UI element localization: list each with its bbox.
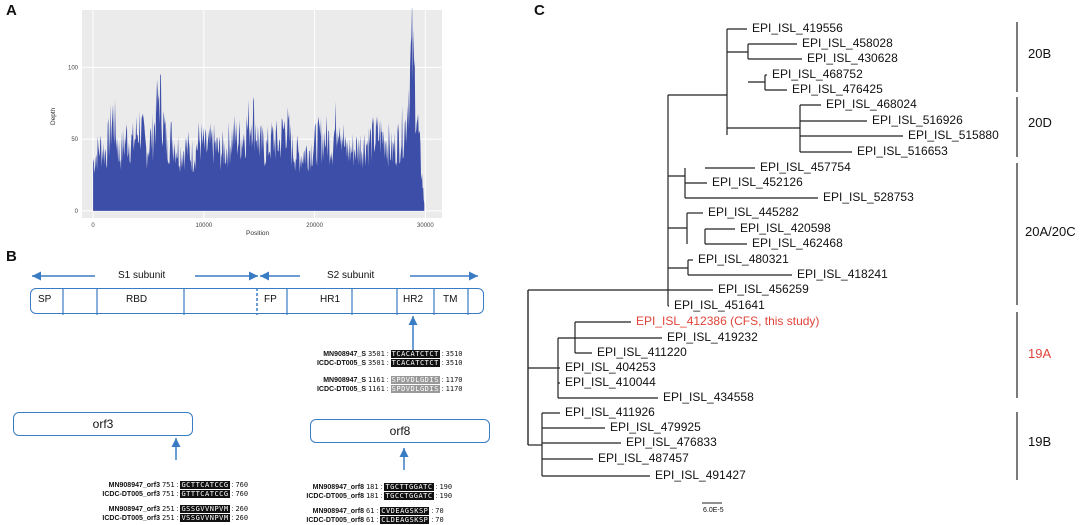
tree-leaf-label: EPI_ISL_434558 bbox=[663, 390, 754, 404]
tree-leaf-label: EPI_ISL_458028 bbox=[802, 36, 893, 50]
depth-chart: 0 50 100 0 10000 20000 30000 bbox=[68, 8, 442, 229]
segment-hr1: HR1 bbox=[320, 294, 341, 305]
tree-leaf-label: EPI_ISL_462468 bbox=[752, 236, 843, 250]
clade-label-19b: 19B bbox=[1028, 434, 1052, 449]
segment-rbd: RBD bbox=[126, 294, 148, 305]
alignment-orf8-aa-1: MN908947_orf8 61 : CVDEAGSKSP : 70 bbox=[312, 507, 444, 515]
scale-bar-label: 6.0E-5 bbox=[703, 507, 724, 514]
clade-label-20b: 20B bbox=[1028, 46, 1052, 61]
segment-fp: FP bbox=[264, 294, 277, 305]
y-tick-label: 0 bbox=[75, 209, 79, 215]
tree-leaf-label: EPI_ISL_445282 bbox=[708, 205, 799, 219]
x-tick-labels: 0 10000 20000 30000 bbox=[91, 223, 434, 229]
x-axis-title: Position bbox=[246, 230, 270, 237]
tree-leaf-label: EPI_ISL_430628 bbox=[807, 51, 898, 65]
tree-leaf-label: EPI_ISL_480321 bbox=[698, 252, 789, 266]
segment-sp: SP bbox=[38, 294, 52, 305]
x-tick-label: 20000 bbox=[306, 223, 323, 229]
s1-subunit-label: S1 subunit bbox=[118, 270, 166, 281]
tree-leaf-label: EPI_ISL_418241 bbox=[797, 267, 888, 281]
depth-area-path bbox=[93, 8, 425, 211]
tree-leaf-label: EPI_ISL_468024 bbox=[826, 97, 917, 111]
tree-leaf-label: EPI_ISL_528753 bbox=[823, 190, 914, 204]
tree-leaf-label: EPI_ISL_410044 bbox=[565, 375, 656, 389]
tree-leaf-label: EPI_ISL_515880 bbox=[908, 128, 999, 142]
tree-leaf-label: EPI_ISL_419232 bbox=[667, 330, 758, 344]
panel-c-letter: C bbox=[534, 2, 545, 19]
y-tick-label: 50 bbox=[71, 137, 78, 143]
tree-leaf-label: EPI_ISL_476833 bbox=[626, 435, 717, 449]
tree-leaf-label: EPI_ISL_487457 bbox=[598, 451, 689, 465]
alignment-s-aa-2: ICDC-DT005_S 1161 : SPDVDLGDIS : 1170 bbox=[316, 385, 463, 393]
alignment-orf3-aa-1: MN908947_orf3 251 : GSSGVVNPVM : 260 bbox=[108, 505, 249, 513]
clade-label-19a: 19A bbox=[1028, 346, 1052, 361]
tree-leaf-label: EPI_ISL_476425 bbox=[792, 82, 883, 96]
tree-leaf-label: EPI_ISL_452126 bbox=[712, 175, 803, 189]
tree-leaf-label: EPI_ISL_491427 bbox=[655, 468, 746, 482]
y-tick-label: 100 bbox=[68, 65, 79, 71]
segment-tm: TM bbox=[443, 294, 458, 305]
alignment-s-nt-1: MN908947_S 3501 : TCACATCTCT : 3510 bbox=[323, 350, 463, 358]
tree-leaf-label: EPI_ISL_419556 bbox=[752, 21, 843, 35]
subunit-arrows bbox=[32, 271, 478, 281]
tree-leaf-label: EPI_ISL_451641 bbox=[674, 298, 765, 312]
pointer-arrows bbox=[171, 316, 418, 470]
panel-b-letter: B bbox=[6, 248, 17, 265]
tree-leaf-label: EPI_ISL_457754 bbox=[760, 160, 851, 174]
y-tick-labels: 0 50 100 bbox=[68, 65, 79, 214]
x-tick-label: 0 bbox=[91, 223, 95, 229]
orf3-box: orf3 bbox=[13, 412, 193, 436]
alignment-orf3-nt-2: ICDC-DT005_orf3 751 : GTTTCATCCG : 760 bbox=[102, 490, 249, 498]
tree-leaf-label: EPI_ISL_516653 bbox=[857, 144, 948, 158]
tree-leaf-label: EPI_ISL_404253 bbox=[565, 360, 656, 374]
tree-leaf-label: EPI_ISL_420598 bbox=[740, 221, 831, 235]
clade-label-20d: 20D bbox=[1028, 115, 1052, 130]
tree-leaf-label: EPI_ISL_468752 bbox=[772, 67, 863, 81]
depth-area bbox=[93, 8, 425, 211]
tree-leaf-label: EPI_ISL_516926 bbox=[872, 113, 963, 127]
tree-leaf-label: EPI_ISL_411926 bbox=[565, 405, 655, 419]
x-tick-label: 30000 bbox=[417, 223, 434, 229]
segment-hr2: HR2 bbox=[403, 294, 424, 305]
alignment-s-nt-2: ICDC-DT005_S 3501 : TCACATCTCT : 3510 bbox=[316, 359, 463, 367]
spike-dividers bbox=[62, 288, 469, 315]
alignment-orf8-nt-2: ICDC-DT005_orf8 181 : TGCCTGGATC : 190 bbox=[306, 492, 453, 500]
panel-a-letter: A bbox=[6, 2, 17, 19]
orf8-box: orf8 bbox=[310, 419, 490, 443]
alignment-orf3-nt-1: MN908947_orf3 751 : GCTTCATCCG : 760 bbox=[108, 481, 249, 489]
s2-subunit-label: S2 subunit bbox=[327, 270, 375, 281]
tree-leaf-label: EPI_ISL_411220 bbox=[597, 345, 687, 359]
tree-leaf-label: EPI_ISL_479925 bbox=[610, 420, 701, 434]
tree-leaf-label: EPI_ISL_412386 (CFS, this study) bbox=[636, 314, 820, 328]
x-tick-label: 10000 bbox=[196, 223, 213, 229]
clade-label-20a-20c: 20A/20C bbox=[1025, 224, 1076, 239]
alignment-orf8-nt-1: MN908947_orf8 181 : TGCTTGGATC : 190 bbox=[312, 483, 453, 491]
tree-leaf-label: EPI_ISL_456259 bbox=[718, 282, 809, 296]
alignment-s-aa-1: MN908947_S 1161 : SPDVDLGDIS : 1170 bbox=[323, 376, 463, 384]
alignment-orf3-aa-2: ICDC-DT005_orf3 251 : VSSGVVNPVM : 260 bbox=[102, 514, 249, 522]
alignment-orf8-aa-2: ICDC-DT005_orf8 61 : CLDEAGSKSP : 70 bbox=[306, 516, 444, 524]
